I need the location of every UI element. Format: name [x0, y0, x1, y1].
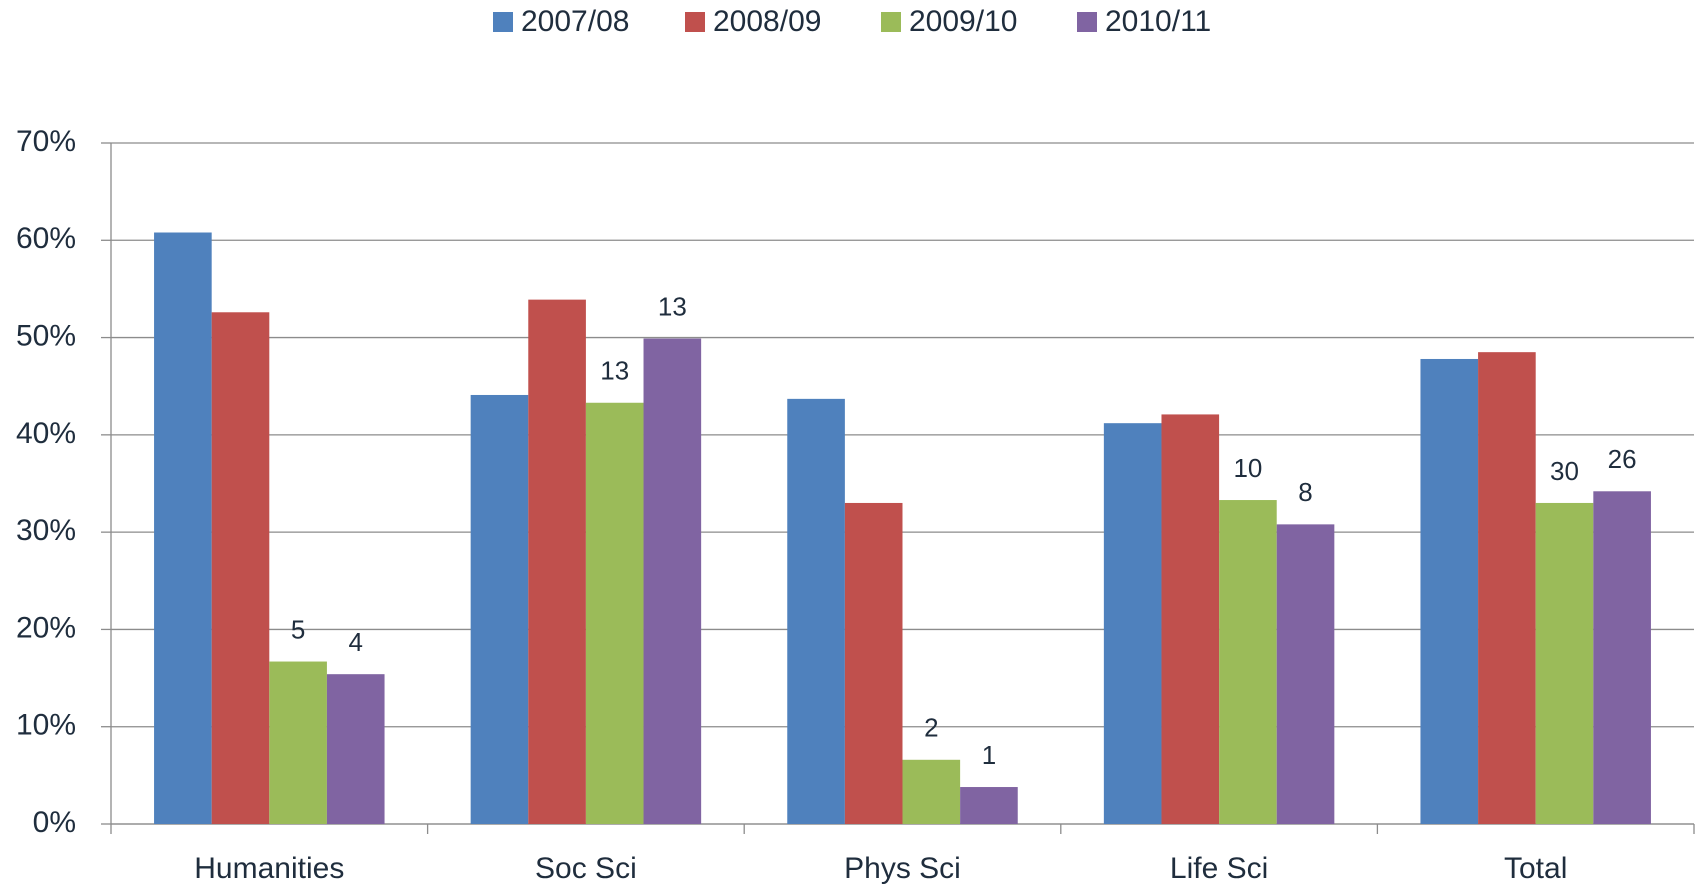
y-tick-label: 50%: [16, 319, 76, 352]
data-label: 13: [600, 356, 629, 386]
bar: [960, 787, 1018, 824]
y-tick-label: 10%: [16, 709, 76, 742]
data-label: 5: [291, 614, 305, 644]
legend-swatch: [1077, 12, 1097, 32]
bar: [1219, 500, 1277, 824]
bar: [154, 232, 212, 824]
bar: [585, 402, 644, 824]
data-label: 1: [982, 740, 996, 770]
bar: [643, 338, 702, 824]
bar: [211, 312, 270, 824]
bar: [326, 674, 385, 824]
x-tick-label: Total: [1504, 852, 1567, 885]
bar: [1478, 352, 1536, 824]
data-label: 30: [1550, 456, 1579, 486]
data-label: 13: [658, 291, 687, 321]
x-tick-label: Life Sci: [1170, 852, 1268, 885]
y-tick-label: 0%: [33, 806, 76, 839]
legend-label: 2008/09: [713, 5, 821, 38]
data-label: 10: [1233, 453, 1262, 483]
legend-label: 2009/10: [909, 5, 1017, 38]
data-label: 2: [924, 713, 938, 743]
bar: [844, 502, 903, 824]
bar: [269, 661, 327, 824]
legend-swatch: [493, 12, 513, 32]
x-tick-label: Humanities: [194, 852, 344, 885]
bar: [787, 398, 845, 824]
data-label: 26: [1608, 444, 1637, 474]
data-label: 4: [348, 627, 362, 657]
legend-label: 2010/11: [1105, 5, 1211, 38]
legend-label: 2007/08: [521, 5, 629, 38]
x-tick-label: Soc Sci: [535, 852, 637, 885]
x-tick-label: Phys Sci: [844, 852, 961, 885]
bar: [470, 394, 529, 824]
bar: [902, 759, 961, 824]
legend-swatch: [881, 12, 901, 32]
data-label: 8: [1298, 477, 1312, 507]
bar: [1103, 423, 1162, 824]
bar: [1276, 524, 1335, 824]
y-tick-label: 30%: [16, 514, 76, 547]
y-tick-label: 60%: [16, 222, 76, 255]
bar: [1593, 491, 1651, 824]
bar: [1161, 414, 1220, 824]
bar: [528, 299, 586, 824]
legend-swatch: [685, 12, 705, 32]
y-tick-label: 20%: [16, 611, 76, 644]
bar: [1535, 502, 1594, 824]
y-tick-label: 70%: [16, 125, 76, 158]
y-tick-label: 40%: [16, 417, 76, 450]
bar: [1420, 358, 1479, 824]
